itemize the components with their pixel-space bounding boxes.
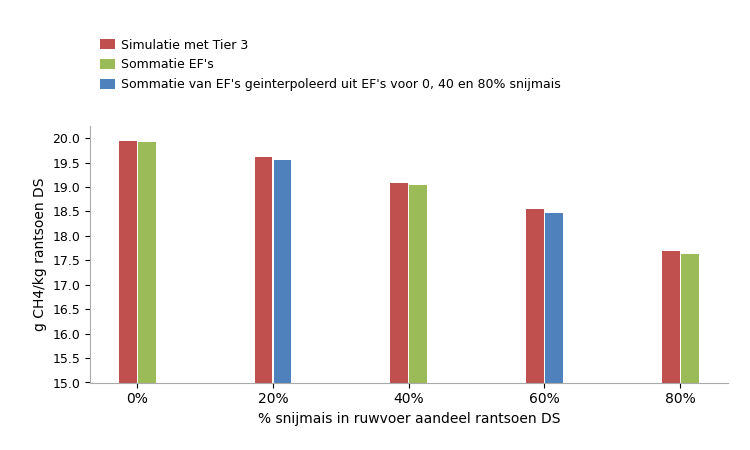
Bar	[138, 142, 155, 382]
Y-axis label: g CH4/kg rantsoen DS: g CH4/kg rantsoen DS	[33, 177, 46, 331]
Bar	[255, 157, 272, 382]
X-axis label: % snijmais in ruwvoer aandeel rantsoen DS: % snijmais in ruwvoer aandeel rantsoen D…	[257, 412, 560, 426]
Bar	[119, 141, 136, 382]
Bar	[662, 251, 680, 382]
Bar	[391, 183, 408, 382]
Legend: Simulatie met Tier 3, Sommatie EF's, Sommatie van EF's geinterpoleerd uit EF's v: Simulatie met Tier 3, Sommatie EF's, Som…	[96, 35, 565, 95]
Bar	[545, 213, 562, 382]
Bar	[526, 209, 544, 382]
Bar	[681, 254, 698, 382]
Bar	[274, 160, 291, 382]
Bar	[410, 184, 427, 382]
